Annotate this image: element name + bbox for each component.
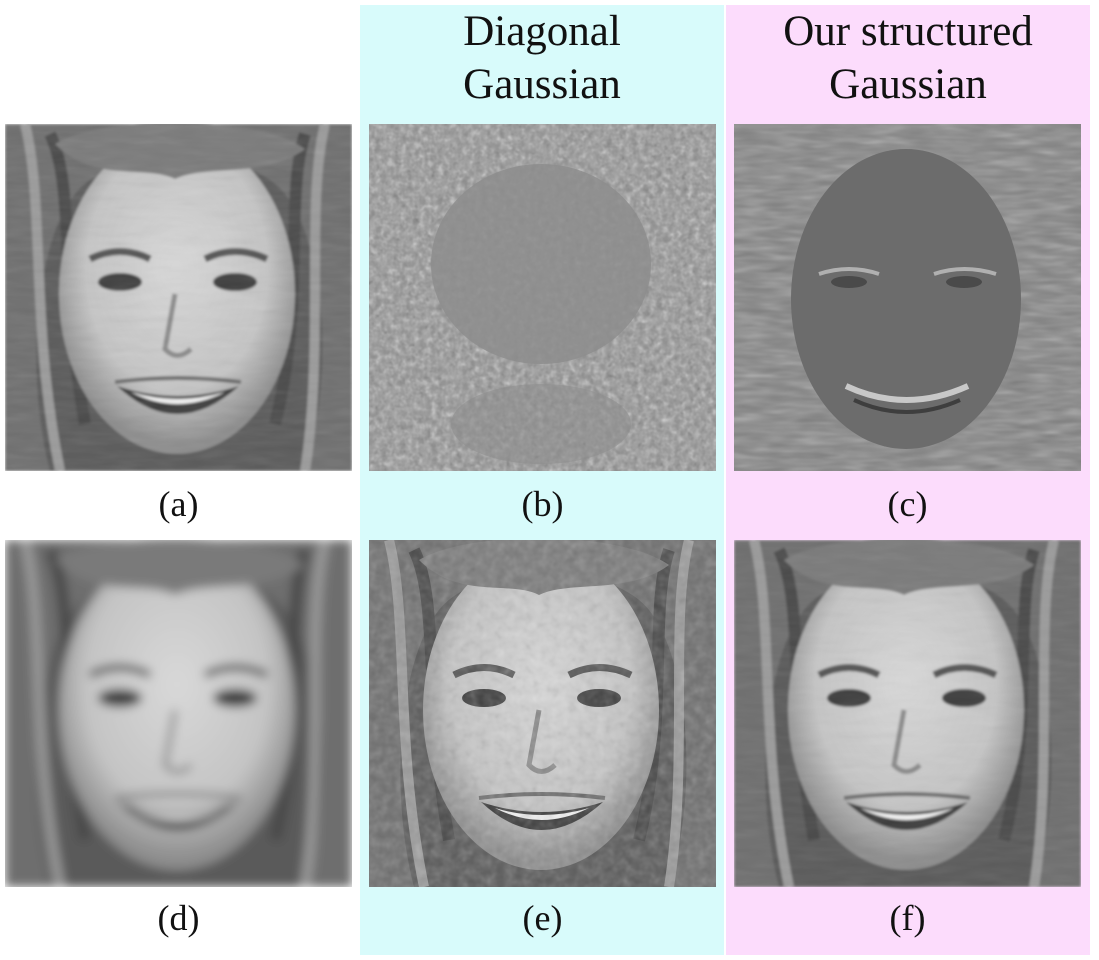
header-line: Our structured (783, 8, 1033, 55)
panel-b-diagonal-residual (369, 124, 716, 471)
panel-f-caption: (f) (889, 898, 926, 938)
panel-e-diagonal-reconstruction (369, 540, 716, 887)
header-line: Gaussian (463, 61, 621, 108)
panel-d-caption: (d) (157, 898, 200, 938)
panel-f-structured-reconstruction (734, 540, 1081, 887)
panel-c-structured-residual (734, 124, 1081, 471)
panel-a-caption: (a) (158, 484, 199, 524)
header-line: Gaussian (829, 61, 987, 108)
structured-gaussian-header: Our structured Gaussian (726, 5, 1090, 115)
panel-d-blurred-face (5, 540, 352, 887)
panel-c-caption: (c) (887, 484, 928, 524)
panel-a-original-face (5, 124, 352, 471)
header-line: Diagonal (463, 8, 621, 55)
diagonal-gaussian-header: Diagonal Gaussian (360, 5, 724, 115)
panel-e-caption: (e) (522, 898, 563, 938)
panel-b-caption: (b) (521, 484, 564, 524)
